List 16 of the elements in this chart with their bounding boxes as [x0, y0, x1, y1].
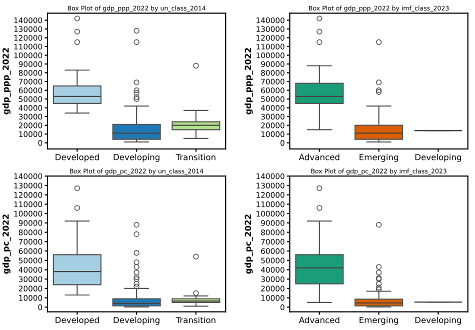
y-axis-title: gdp_pc_2022 [244, 214, 253, 274]
x-tick-label: Developing [415, 154, 462, 162]
x-tick-label: Developing [114, 316, 160, 325]
y-axis-title: gdp_pc_2022 [2, 214, 11, 274]
x-tick-label: Emerging [360, 154, 398, 162]
x-tick-label: Emerging [360, 316, 398, 325]
x-tick-label: Developing [114, 154, 160, 162]
x-tick-label: Developing [415, 316, 462, 325]
x-tick-label: Transition [176, 316, 216, 324]
x-tick-label: Advanced [298, 316, 340, 324]
x-tick-label: Transition [176, 154, 216, 160]
x-tick-label: Developed [56, 316, 99, 325]
y-axis-title: gdp_ppp_2022 [2, 48, 11, 114]
y-axis-title: gdp_ppp_2022 [244, 48, 253, 114]
x-tick-label: Developed [56, 154, 99, 162]
x-tick-label: Advanced [298, 154, 340, 160]
